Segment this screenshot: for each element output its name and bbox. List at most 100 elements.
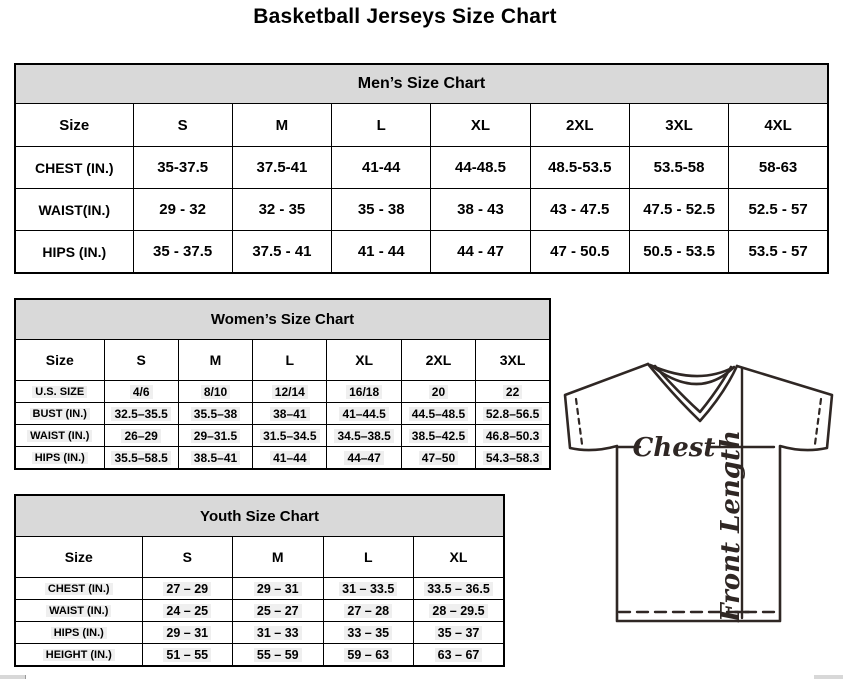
- value-cell: 35-37.5: [132, 146, 233, 189]
- jersey-outline: [563, 362, 834, 623]
- table-row: U.S. SIZE 4/6 8/10 12/14 16/18 20 22: [14, 380, 551, 403]
- cell-value: 47 - 50.5: [550, 243, 610, 260]
- cell-value: 53.5 - 57: [748, 243, 808, 260]
- table-row: HIPS (IN.) 35 - 37.5 37.5 - 41 41 - 44 44 - …: [14, 230, 829, 274]
- cell-value: 41 - 44: [357, 243, 405, 260]
- row-label: WAIST (IN.): [27, 429, 93, 442]
- jersey-measurement-diagram: Chest Front Length: [563, 362, 834, 623]
- row-label-cell: CHEST (IN.): [14, 577, 143, 600]
- value-cell: 58-63: [728, 146, 829, 189]
- table-row: WAIST (IN.) 24 – 25 25 – 27 27 – 28 28 – 29.…: [14, 599, 505, 622]
- youth-table-caption: Youth Size Chart: [14, 494, 505, 537]
- value-cell: 25 – 27: [232, 599, 324, 622]
- cell-value: 29–31.5: [190, 428, 241, 443]
- cell-value: 53.5-58: [653, 159, 705, 176]
- value-cell: 33 – 35: [322, 621, 414, 644]
- value-cell: 35.5–38: [177, 402, 254, 425]
- collar-back-curve-shallow: [648, 363, 736, 378]
- cell-value: 44–47: [344, 450, 384, 465]
- cell-value: 29 - 32: [159, 201, 206, 218]
- womens-size-table: Women’s Size Chart Size S M L XL 2XL 3XL U.S. SI…: [14, 298, 551, 470]
- cell-value: 37.5 - 41: [252, 243, 312, 260]
- value-cell: 31.5–34.5: [252, 424, 328, 447]
- value-cell: 32.5–35.5: [103, 402, 179, 425]
- row-label: BUST (IN.): [29, 407, 90, 420]
- row-label: HEIGHT (IN.): [42, 648, 115, 661]
- row-label-cell: WAIST (IN.): [14, 424, 105, 447]
- value-cell: 41 - 44: [331, 230, 432, 274]
- value-cell: 29 – 31: [232, 577, 324, 600]
- cell-value: 55 – 59: [253, 647, 302, 662]
- value-cell: 41–44.5: [326, 402, 402, 425]
- cell-value: 29 – 31: [163, 625, 212, 640]
- table-row: WAIST(IN.) 29 - 32 32 - 35 35 - 38 38 - 43 43…: [14, 188, 829, 231]
- value-cell: 28 – 29.5: [413, 599, 505, 622]
- size-column-header: L: [322, 536, 414, 578]
- value-cell: 26–29: [103, 424, 179, 447]
- row-label-cell: HIPS (IN.): [14, 446, 105, 470]
- value-cell: 38–41: [252, 402, 328, 425]
- value-cell: 32 - 35: [231, 188, 333, 231]
- cell-value: 47.5 - 52.5: [643, 201, 715, 218]
- value-cell: 29–31.5: [177, 424, 254, 447]
- value-cell: 44-48.5: [430, 146, 531, 189]
- value-cell: 51 – 55: [141, 643, 233, 667]
- cell-value: 35.5–58.5: [111, 450, 171, 465]
- cell-value: 32 - 35: [258, 201, 306, 218]
- cell-value: 48.5-53.5: [548, 159, 612, 176]
- size-column-header: L: [331, 103, 432, 147]
- value-cell: 16/18: [326, 380, 402, 403]
- value-cell: 48.5-53.5: [529, 146, 630, 189]
- value-cell: 12/14: [252, 380, 328, 403]
- value-cell: 33.5 – 36.5: [413, 577, 505, 600]
- page-title: Basketball Jerseys Size Chart: [253, 5, 557, 28]
- table-row: CHEST (IN.) 27 – 29 29 – 31 31 – 33.5 33.5 –…: [14, 577, 505, 600]
- row-label-cell: WAIST(IN.): [14, 188, 134, 231]
- cell-value: 16/18: [346, 384, 383, 399]
- cell-value: 46.8–50.3: [482, 428, 543, 443]
- left-cuff-dashed-line: [574, 397, 584, 446]
- cell-value: 41–44: [270, 450, 310, 465]
- scrollbar-fragment-left[interactable]: [0, 675, 26, 679]
- value-cell: 63 – 67: [413, 643, 505, 667]
- value-cell: 52.8–56.5: [475, 402, 551, 425]
- row-label: WAIST(IN.): [38, 201, 111, 218]
- table-row: HIPS (IN.) 35.5–58.5 38.5–41 41–44 44–47 47–5…: [14, 446, 551, 470]
- row-label: WAIST (IN.): [46, 604, 112, 617]
- right-cuff-dashed-line: [813, 397, 823, 446]
- cell-value: 52.5 - 57: [748, 201, 808, 218]
- value-cell: 52.5 - 57: [728, 188, 829, 231]
- scrollbar-fragment-right[interactable]: [814, 675, 843, 679]
- collar-back-curve-deep: [650, 364, 735, 386]
- value-cell: 24 – 25: [141, 599, 233, 622]
- value-cell: 4/6: [103, 380, 179, 403]
- table-row: HIPS (IN.) 29 – 31 31 – 33 33 – 35 35 – 37: [14, 621, 505, 644]
- value-cell: 29 - 32: [132, 188, 233, 231]
- cell-value: 8/10: [200, 384, 231, 399]
- collar-inner-v: [653, 364, 733, 414]
- row-label-cell: WAIST (IN.): [14, 599, 143, 622]
- row-label-header: Size: [14, 103, 134, 147]
- cell-value: 43 - 47.5: [550, 201, 610, 218]
- size-column-header: M: [232, 536, 324, 578]
- cell-value: 38–41: [270, 406, 310, 421]
- cell-value: 35 - 37.5: [153, 243, 213, 260]
- row-label: CHEST (IN.): [34, 159, 114, 176]
- size-column-header: 3XL: [628, 103, 730, 147]
- cell-value: 33 – 35: [344, 625, 393, 640]
- value-cell: 27 – 29: [141, 577, 233, 600]
- value-cell: 31 – 33: [232, 621, 324, 644]
- size-column-header: S: [132, 103, 233, 147]
- cell-value: 32.5–35.5: [111, 406, 171, 421]
- cell-value: 59 – 63: [344, 647, 393, 662]
- size-column-header: 2XL: [400, 339, 477, 381]
- womens-table-caption: Women’s Size Chart: [14, 298, 551, 340]
- cell-value: 4/6: [129, 384, 153, 399]
- cell-value: 41-44: [362, 159, 401, 176]
- table-row: CHEST (IN.) 35-37.5 37.5-41 41-44 44-48.5 48.…: [14, 146, 829, 189]
- value-cell: 44 - 47: [430, 230, 531, 274]
- size-column-header: XL: [430, 103, 531, 147]
- table-row: HEIGHT (IN.) 51 – 55 55 – 59 59 – 63 63 – 67: [14, 643, 505, 667]
- value-cell: 54.3–58.3: [475, 446, 551, 470]
